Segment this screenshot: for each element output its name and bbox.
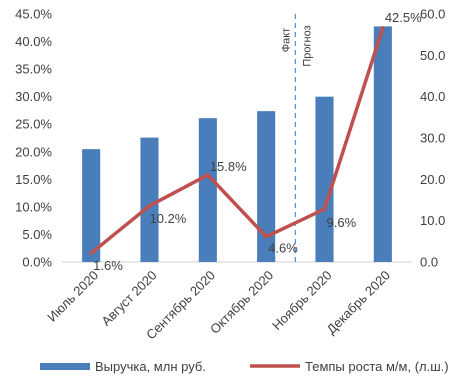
left-tick-label: 15.0% — [15, 172, 52, 187]
left-tick-label: 45.0% — [15, 7, 52, 22]
growth-data-label: 15.8% — [210, 159, 247, 174]
right-tick-label: 10.0 — [420, 213, 445, 228]
x-tick-label: Июль 2020 — [44, 268, 101, 325]
right-tick-label: 60.0 — [420, 7, 445, 22]
legend-bar-swatch — [40, 363, 90, 370]
legend-line-label: Темпы роста м/м, (л.ш.) — [305, 359, 449, 374]
growth-data-label: 1.6% — [93, 258, 123, 273]
fact-label: Факт — [280, 28, 292, 52]
left-tick-label: 40.0% — [15, 34, 52, 49]
bar — [257, 111, 275, 262]
right-tick-label: 20.0 — [420, 172, 445, 187]
right-tick-label: 0.0 — [420, 255, 438, 270]
legend-bar-label: Выручка, млн руб. — [95, 359, 206, 374]
right-tick-label: 30.0 — [420, 131, 445, 146]
left-tick-label: 30.0% — [15, 89, 52, 104]
left-tick-label: 35.0% — [15, 62, 52, 77]
bar — [140, 138, 158, 262]
left-tick-label: 10.0% — [15, 199, 52, 214]
left-tick-label: 20.0% — [15, 144, 52, 159]
right-axis-ticks: 0.0 10.0 20.0 30.0 40.0 50.0 60.0 — [420, 7, 445, 270]
x-tick-label: Август 2020 — [98, 268, 159, 329]
left-tick-label: 0.0% — [22, 255, 52, 270]
left-tick-label: 5.0% — [22, 227, 52, 242]
right-tick-label: 50.0 — [420, 48, 445, 63]
right-tick-label: 40.0 — [420, 89, 445, 104]
growth-data-label: 9.6% — [327, 215, 357, 230]
bar — [374, 26, 392, 262]
bar — [82, 149, 100, 262]
left-tick-label: 25.0% — [15, 117, 52, 132]
x-tick-label: Ноябрь 2020 — [269, 268, 335, 334]
growth-data-label: 42.5% — [385, 10, 422, 25]
bar — [315, 97, 333, 262]
growth-data-label: 4.6% — [268, 241, 298, 256]
legend: Выручка, млн руб. Темпы роста м/м, (л.ш.… — [40, 359, 449, 374]
forecast-label: Прогноз — [301, 25, 313, 66]
bar — [199, 118, 217, 262]
left-axis-ticks: 0.0% 5.0% 10.0% 15.0% 20.0% 25.0% 30.0% 35.0% 40… — [15, 7, 52, 270]
growth-data-label: 10.2% — [150, 211, 187, 226]
